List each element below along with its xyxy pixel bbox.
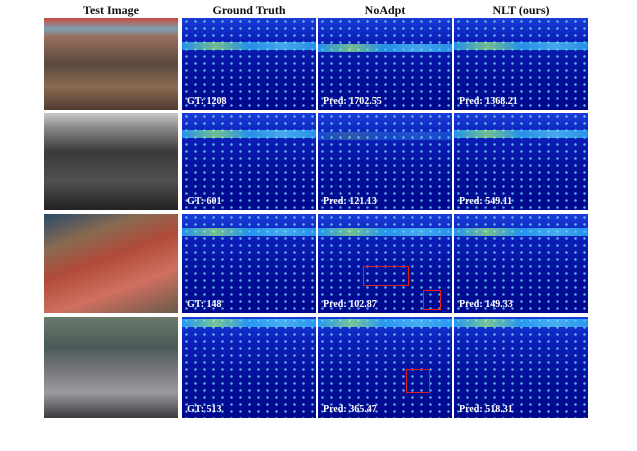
count-label: Pred: 1702.55 bbox=[323, 96, 382, 107]
count-label: GT: 601 bbox=[187, 196, 222, 207]
column-header: NLT (ours) bbox=[492, 3, 550, 17]
count-label: Pred: 102.87 bbox=[323, 299, 377, 310]
density-band bbox=[454, 319, 588, 328]
density-map: GT: 148 bbox=[182, 214, 316, 313]
column-header: Test Image bbox=[83, 3, 139, 17]
density-map: Pred: 365.47 bbox=[318, 317, 452, 418]
count-label: Pred: 365.47 bbox=[323, 404, 377, 415]
density-band bbox=[454, 41, 588, 50]
test-image bbox=[44, 214, 178, 313]
density-band bbox=[318, 319, 452, 328]
count-label: Pred: 518.31 bbox=[459, 404, 513, 415]
density-map: GT: 1208 bbox=[182, 18, 316, 110]
density-band bbox=[182, 319, 316, 328]
density-map: Pred: 149.33 bbox=[454, 214, 588, 313]
highlight-box bbox=[406, 369, 430, 393]
count-label: GT: 148 bbox=[187, 299, 222, 310]
density-band bbox=[182, 41, 316, 50]
density-band bbox=[318, 43, 452, 52]
density-map: Pred: 102.87 bbox=[318, 214, 452, 313]
test-image bbox=[44, 18, 178, 110]
density-band bbox=[182, 130, 316, 139]
density-band bbox=[318, 227, 452, 236]
density-map: Pred: 549.11 bbox=[454, 113, 588, 210]
density-map: Pred: 1368.21 bbox=[454, 18, 588, 110]
count-label: GT: 1208 bbox=[187, 96, 227, 107]
count-label: Pred: 549.11 bbox=[459, 196, 513, 207]
density-band bbox=[182, 227, 316, 236]
density-map: Pred: 121.13 bbox=[318, 113, 452, 210]
count-label: Pred: 1368.21 bbox=[459, 96, 518, 107]
column-header: Ground Truth bbox=[212, 3, 286, 17]
count-label: GT: 513 bbox=[187, 404, 222, 415]
count-label: Pred: 149.33 bbox=[459, 299, 513, 310]
density-band bbox=[318, 132, 452, 141]
test-image bbox=[44, 317, 178, 418]
density-band bbox=[454, 130, 588, 139]
highlight-box bbox=[363, 266, 409, 286]
test-image bbox=[44, 113, 178, 210]
count-label: Pred: 121.13 bbox=[323, 196, 377, 207]
density-map: GT: 513 bbox=[182, 317, 316, 418]
column-header: NoAdpt bbox=[364, 3, 406, 17]
highlight-box bbox=[423, 290, 441, 310]
density-map: Pred: 518.31 bbox=[454, 317, 588, 418]
density-map: Pred: 1702.55 bbox=[318, 18, 452, 110]
density-map: GT: 601 bbox=[182, 113, 316, 210]
density-band bbox=[454, 227, 588, 236]
